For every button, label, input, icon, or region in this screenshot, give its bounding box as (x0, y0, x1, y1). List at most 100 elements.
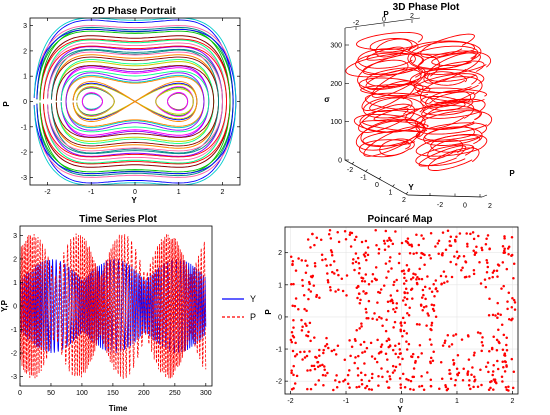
poincare-point (439, 360, 443, 364)
poincare-point (500, 323, 504, 327)
poincare-point (354, 260, 358, 264)
poincare-point (312, 284, 316, 287)
poincare-point (432, 350, 435, 353)
poincare-point (501, 348, 505, 351)
y-tick-label: 0 (23, 99, 27, 106)
poincare-point (313, 264, 317, 268)
poincare-point (325, 264, 328, 267)
phase3d-right-ylabel: P (509, 169, 515, 178)
poincare-ylabel: P (264, 309, 273, 315)
poincare-point (462, 367, 465, 371)
poincare-point (403, 272, 406, 275)
poincare-point (496, 316, 499, 320)
poincare-point (403, 291, 407, 295)
poincare-point (492, 388, 495, 391)
poincare-point (418, 267, 421, 271)
poincare-point (502, 366, 505, 369)
poincare-point (444, 275, 448, 278)
legend-label-p: P (250, 312, 256, 322)
poincare-point (292, 282, 295, 286)
poincare-point (333, 272, 336, 275)
poincare-point (358, 301, 362, 305)
poincare-point (301, 358, 304, 361)
poincare-point (394, 344, 397, 348)
poincare-point (468, 379, 471, 382)
poincare-point (512, 298, 516, 302)
poincare-point (363, 280, 367, 283)
timeseries-title: Time Series Plot (79, 214, 157, 225)
poincare-point (452, 334, 455, 337)
poincare-point (467, 358, 471, 361)
y-tick-label: -3 (21, 175, 27, 182)
phase-orbit (65, 72, 205, 131)
poincare-point (510, 357, 514, 361)
poincare-point (364, 251, 367, 255)
poincare-point (402, 269, 405, 272)
poincare-point (424, 297, 427, 301)
poincare-point (511, 297, 514, 300)
phase3d-loop (371, 67, 426, 98)
poincare-point (353, 361, 356, 365)
poincare-point (490, 380, 493, 383)
y-tick-label: 3 (13, 233, 17, 240)
poincare-point (505, 267, 509, 271)
poincare-point (301, 278, 304, 282)
poincare-point (475, 245, 478, 248)
x-tick-label: -2 (44, 189, 50, 196)
poincare-point (290, 371, 293, 375)
poincare-point (408, 251, 412, 255)
poincare-point (371, 317, 374, 321)
poincare-point (415, 233, 418, 236)
poincare-point (329, 249, 333, 252)
poincare-point (434, 245, 437, 248)
poincare-point (299, 350, 302, 354)
poincare-point (389, 294, 393, 297)
poincare-point (441, 231, 445, 234)
poincare-point (315, 236, 319, 240)
poincare-point (357, 285, 360, 288)
poincare-point (440, 253, 444, 256)
poincare-point (349, 245, 353, 248)
poincare-point (425, 324, 428, 327)
poincare-point (492, 363, 495, 367)
poincare-point (290, 340, 294, 344)
poincare-point (504, 386, 508, 389)
phase3d-title: 3D Phase Plot (393, 2, 460, 13)
poincare-point (321, 258, 324, 262)
phase-portrait-ylabel: P (2, 101, 11, 107)
phase3d-xlabel: Y (408, 183, 414, 192)
poincare-point (351, 261, 355, 265)
poincare-point (458, 254, 461, 258)
poincare-point (484, 365, 488, 369)
poincare-point (317, 379, 321, 382)
poincare-point (485, 270, 489, 274)
phase3d-loop (431, 52, 477, 67)
poincare-point (399, 383, 402, 386)
poincare-point (450, 343, 454, 346)
poincare-point (503, 370, 507, 373)
poincare-point (295, 353, 299, 356)
poincare-point (472, 249, 475, 253)
poincare-point (360, 322, 363, 325)
poincare-point (349, 231, 352, 234)
poincare-point (429, 384, 433, 388)
bottom-tick (378, 176, 382, 180)
poincare-point (502, 284, 505, 288)
poincare-point (324, 257, 327, 261)
poincare-point (412, 272, 415, 275)
poincare-point (507, 317, 511, 321)
phase-orbit (43, 45, 227, 158)
poincare-points (289, 229, 517, 392)
poincare-point (323, 368, 326, 372)
poincare-point (437, 239, 441, 243)
poincare-point (439, 274, 443, 278)
poincare-point (385, 339, 389, 343)
poincare-point (389, 377, 392, 381)
poincare-point (434, 287, 438, 290)
poincare-point (357, 271, 361, 275)
poincare-point (403, 385, 407, 389)
poincare-point (379, 345, 383, 348)
poincare-point (291, 349, 295, 353)
y-tick-label: 1 (278, 282, 282, 289)
x-tick-label: 200 (138, 390, 150, 397)
